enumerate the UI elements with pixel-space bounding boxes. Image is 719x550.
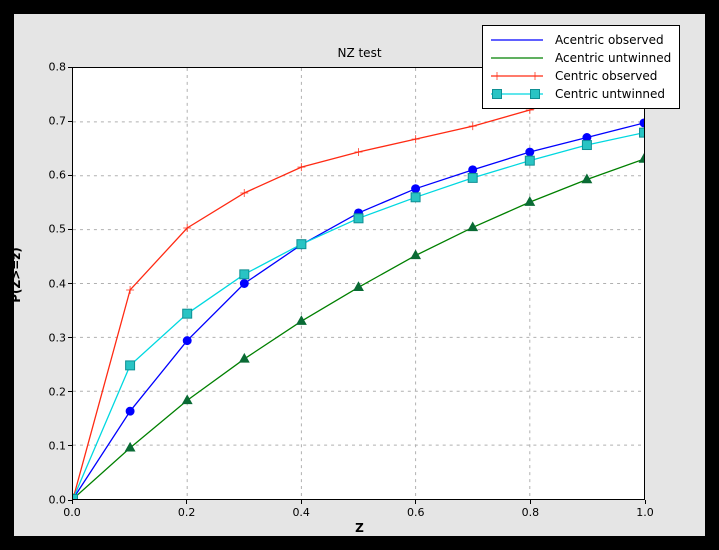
- data-point-marker: [183, 224, 192, 232]
- chart-plot-svg: [73, 68, 644, 499]
- legend-item-acentric-observed[interactable]: Acentric observed: [489, 31, 671, 49]
- legend-item-centric-observed[interactable]: Centric observed: [489, 67, 671, 85]
- series-acentric-untwinned: [73, 153, 644, 499]
- data-point-marker: [524, 155, 535, 166]
- legend-marker: [530, 89, 540, 99]
- x-tick-mark: [300, 500, 302, 504]
- chart-legend: Acentric observed Acentric untwinned Centr…: [482, 25, 681, 109]
- data-point-marker: [124, 441, 136, 452]
- x-tick-label: 0.4: [292, 506, 310, 519]
- legend-line-icon: [491, 89, 543, 99]
- y-tick-mark: [68, 445, 72, 447]
- data-point-marker: [525, 147, 535, 157]
- data-point-marker: [125, 360, 136, 371]
- x-tick-label: 0.0: [63, 506, 81, 519]
- legend-swatch: [489, 67, 545, 85]
- data-point-marker: [468, 122, 477, 131]
- data-point-marker: [410, 249, 422, 260]
- y-axis-label: P(Z>=z): [9, 247, 23, 303]
- x-tick-label: 0.8: [521, 506, 540, 519]
- data-point-marker: [411, 184, 421, 194]
- data-point-marker: [240, 189, 249, 197]
- data-point-marker: [581, 140, 592, 151]
- y-tick-label: 0.8: [48, 60, 67, 74]
- legend-label: Acentric untwinned: [555, 51, 672, 65]
- data-point-marker: [239, 269, 250, 280]
- data-point-marker: [410, 192, 421, 203]
- data-point-marker: [182, 336, 192, 346]
- legend-line-icon: [491, 39, 543, 41]
- data-point-marker: [182, 308, 193, 319]
- chart-title: NZ test: [337, 46, 382, 60]
- data-point-marker: [295, 315, 307, 325]
- data-point-marker: [354, 148, 363, 157]
- y-tick-label: 0.0: [48, 493, 67, 507]
- legend-label: Centric observed: [555, 69, 658, 83]
- legend-item-centric-untwinned[interactable]: Centric untwinned: [489, 85, 671, 103]
- data-point-marker: [353, 213, 364, 224]
- data-point-marker: [297, 163, 306, 172]
- data-point-marker: [638, 153, 644, 163]
- series-centric-untwinned: [73, 127, 644, 499]
- series-line: [73, 132, 644, 499]
- data-point-marker: [639, 127, 644, 138]
- data-point-marker: [239, 279, 249, 288]
- figure-canvas: NZ test Z P(Z>=z) 0.0 0.1 0.2 0.3 0.4 0.5 0.6 0…: [9, 14, 705, 536]
- y-tick-mark: [68, 391, 72, 393]
- plot-area: [72, 67, 645, 500]
- x-tick-mark: [644, 500, 646, 504]
- x-tick-mark: [71, 500, 73, 504]
- legend-line-icon: [491, 57, 543, 59]
- data-point-marker: [353, 281, 364, 291]
- legend-marker: [492, 89, 502, 99]
- y-tick-mark: [68, 499, 72, 501]
- legend-marker: [531, 72, 539, 80]
- y-tick-label: 0.3: [48, 331, 67, 345]
- legend-line-icon: [491, 72, 543, 80]
- data-point-marker: [296, 239, 307, 250]
- x-axis-label: Z: [355, 521, 364, 535]
- x-tick-label: 1.0: [636, 506, 654, 519]
- data-point-marker: [411, 135, 420, 144]
- y-tick-label: 0.2: [48, 385, 67, 399]
- y-tick-mark: [68, 283, 72, 284]
- y-tick-label: 0.4: [48, 277, 67, 290]
- y-tick-label: 0.7: [48, 114, 67, 128]
- data-point-marker: [524, 196, 536, 206]
- x-tick-mark: [415, 500, 417, 504]
- legend-label: Centric untwinned: [555, 87, 666, 101]
- x-tick-label: 0.2: [177, 506, 196, 519]
- legend-swatch: [489, 49, 545, 67]
- x-tick-mark: [186, 500, 188, 504]
- y-tick-mark: [68, 174, 72, 176]
- legend-swatch: [489, 85, 545, 103]
- y-tick-mark: [68, 66, 72, 68]
- y-tick-label: 0.1: [48, 439, 67, 453]
- data-point-marker: [238, 352, 250, 363]
- data-point-marker: [468, 165, 478, 175]
- y-tick-label: 0.6: [48, 168, 67, 182]
- data-point-marker: [126, 285, 135, 294]
- legend-label: Acentric observed: [555, 33, 664, 47]
- legend-marker: [493, 72, 501, 80]
- x-tick-label: 0.6: [407, 506, 425, 519]
- series-line: [73, 122, 644, 499]
- x-tick-mark: [529, 500, 531, 504]
- data-point-marker: [581, 173, 593, 184]
- data-point-marker: [467, 172, 478, 183]
- data-point-marker: [181, 394, 193, 405]
- legend-item-acentric-untwinned[interactable]: Acentric untwinned: [489, 49, 671, 67]
- y-tick-mark: [68, 228, 72, 230]
- legend-swatch: [489, 31, 545, 49]
- y-tick-label: 0.5: [48, 222, 67, 236]
- data-point-marker: [73, 494, 78, 499]
- y-tick-mark: [68, 337, 72, 339]
- data-point-marker: [467, 221, 479, 232]
- data-point-marker: [639, 118, 644, 128]
- y-tick-mark: [68, 120, 72, 122]
- data-point-marker: [125, 406, 135, 416]
